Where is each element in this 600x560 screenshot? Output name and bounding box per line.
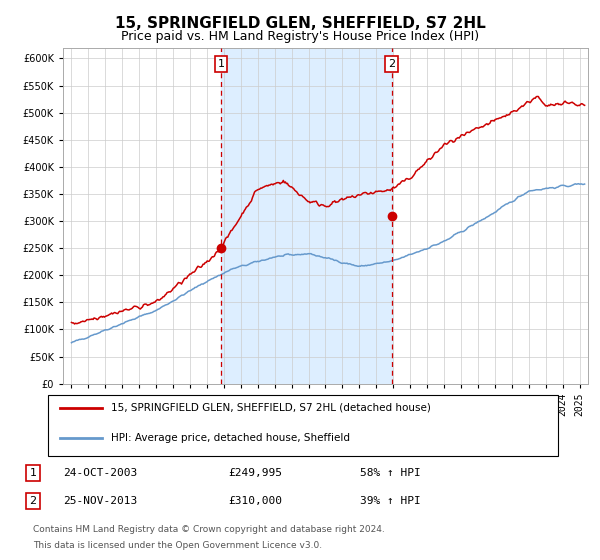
Text: 15, SPRINGFIELD GLEN, SHEFFIELD, S7 2HL (detached house): 15, SPRINGFIELD GLEN, SHEFFIELD, S7 2HL … xyxy=(111,403,431,413)
Text: 25-NOV-2013: 25-NOV-2013 xyxy=(63,496,137,506)
Text: 1: 1 xyxy=(29,468,37,478)
Text: 15, SPRINGFIELD GLEN, SHEFFIELD, S7 2HL: 15, SPRINGFIELD GLEN, SHEFFIELD, S7 2HL xyxy=(115,16,485,31)
Bar xyxy=(221,48,392,384)
Text: HPI: Average price, detached house, Sheffield: HPI: Average price, detached house, Shef… xyxy=(111,433,350,443)
Text: £249,995: £249,995 xyxy=(228,468,282,478)
Text: 1: 1 xyxy=(217,59,224,69)
Text: Contains HM Land Registry data © Crown copyright and database right 2024.: Contains HM Land Registry data © Crown c… xyxy=(33,525,385,534)
Text: 24-OCT-2003: 24-OCT-2003 xyxy=(63,468,137,478)
Text: This data is licensed under the Open Government Licence v3.0.: This data is licensed under the Open Gov… xyxy=(33,542,322,550)
Text: 2: 2 xyxy=(388,59,395,69)
Text: £310,000: £310,000 xyxy=(228,496,282,506)
Text: 58% ↑ HPI: 58% ↑ HPI xyxy=(360,468,421,478)
Text: 2: 2 xyxy=(29,496,37,506)
Text: 39% ↑ HPI: 39% ↑ HPI xyxy=(360,496,421,506)
Text: Price paid vs. HM Land Registry's House Price Index (HPI): Price paid vs. HM Land Registry's House … xyxy=(121,30,479,43)
